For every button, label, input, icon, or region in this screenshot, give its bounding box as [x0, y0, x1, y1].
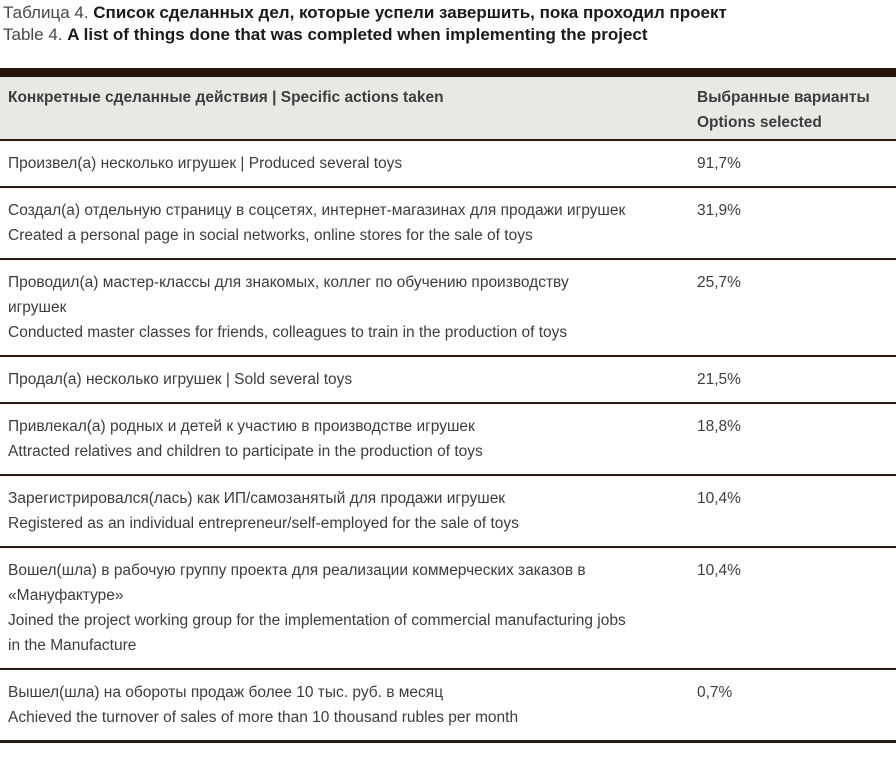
header-col-options: Выбранные варианты Options selected — [696, 85, 896, 135]
table-row: Создал(а) отдельную страницу в соцсетях,… — [0, 188, 896, 260]
row-text-en: Registered as an individual entrepreneur… — [8, 515, 519, 532]
row-text-ru: Создал(а) отдельную страницу в соцсетях,… — [8, 202, 626, 219]
caption-en-text: A list of things done that was completed… — [67, 25, 648, 44]
header-col-actions: Конкретные сделанные действия | Specific… — [8, 89, 444, 106]
row-text-en: Attracted relatives and children to part… — [8, 443, 483, 460]
caption-ru-text: Список сделанных дел, которые успели зав… — [93, 3, 727, 22]
row-value: 31,9% — [697, 202, 741, 219]
table-top-bar — [0, 68, 896, 77]
row-actions: Произвел(а) несколько игрушек | Produced… — [8, 151, 628, 176]
row-value: 10,4% — [697, 562, 741, 579]
table-row: Зарегистрировался(лась) как ИП/самозанят… — [0, 476, 896, 548]
table-row: Вышел(шла) на обороты продаж более 10 ты… — [0, 670, 896, 743]
row-text-ru: Проводил(а) мастер-классы для знакомых, … — [8, 274, 569, 316]
row-actions: Зарегистрировался(лась) как ИП/самозанят… — [8, 486, 628, 536]
row-text-ru: Вошел(шла) в рабочую группу проекта для … — [8, 562, 586, 604]
header-options-ru: Выбранные варианты — [697, 89, 870, 106]
row-actions: Проводил(а) мастер-классы для знакомых, … — [8, 270, 628, 345]
row-value: 25,7% — [697, 274, 741, 291]
header-options-en: Options selected — [697, 114, 822, 131]
row-text-en: Achieved the turnover of sales of more t… — [8, 709, 519, 726]
row-value: 91,7% — [697, 155, 741, 172]
row-text-ru: Вышел(шла) на обороты продаж более 10 ты… — [8, 684, 444, 701]
table-row: Продал(а) несколько игрушек | Sold sever… — [0, 357, 896, 404]
row-text-en: Joined the project working group for the… — [8, 612, 626, 654]
table-row: Вошел(шла) в рабочую группу проекта для … — [0, 548, 896, 670]
table-row: Произвел(а) несколько игрушек | Produced… — [0, 141, 896, 188]
row-actions: Продал(а) несколько игрушек | Sold sever… — [8, 367, 628, 392]
table-row: Привлекал(а) родных и детей к участию в … — [0, 404, 896, 476]
row-text-ru: Зарегистрировался(лась) как ИП/самозанят… — [8, 490, 506, 507]
caption-en-prefix: Table 4. — [3, 25, 68, 44]
row-text: Произвел(а) несколько игрушек | Produced… — [8, 155, 403, 172]
table-row: Проводил(а) мастер-классы для знакомых, … — [0, 260, 896, 357]
data-table: Конкретные сделанные действия | Specific… — [0, 68, 896, 743]
row-text: Продал(а) несколько игрушек | Sold sever… — [8, 371, 353, 388]
row-actions: Привлекал(а) родных и детей к участию в … — [8, 414, 628, 464]
row-value: 21,5% — [697, 371, 741, 388]
table-caption-en: Table 4. A list of things done that was … — [3, 24, 896, 46]
caption-ru-prefix: Таблица 4. — [3, 3, 94, 22]
row-value: 18,8% — [697, 418, 741, 435]
row-text-ru: Привлекал(а) родных и детей к участию в … — [8, 418, 475, 435]
row-actions: Вошел(шла) в рабочую группу проекта для … — [8, 558, 628, 658]
table-header-row: Конкретные сделанные действия | Specific… — [0, 77, 896, 141]
row-actions: Вышел(шла) на обороты продаж более 10 ты… — [8, 680, 628, 730]
row-text-en: Created a personal page in social networ… — [8, 227, 533, 244]
table-caption: Таблица 4. Список сделанных дел, которые… — [0, 0, 896, 46]
row-value: 10,4% — [697, 490, 741, 507]
table-caption-ru: Таблица 4. Список сделанных дел, которые… — [3, 2, 896, 24]
row-value: 0,7% — [697, 684, 733, 701]
row-text-en: Conducted master classes for friends, co… — [8, 324, 568, 341]
row-actions: Создал(а) отдельную страницу в соцсетях,… — [8, 198, 628, 248]
